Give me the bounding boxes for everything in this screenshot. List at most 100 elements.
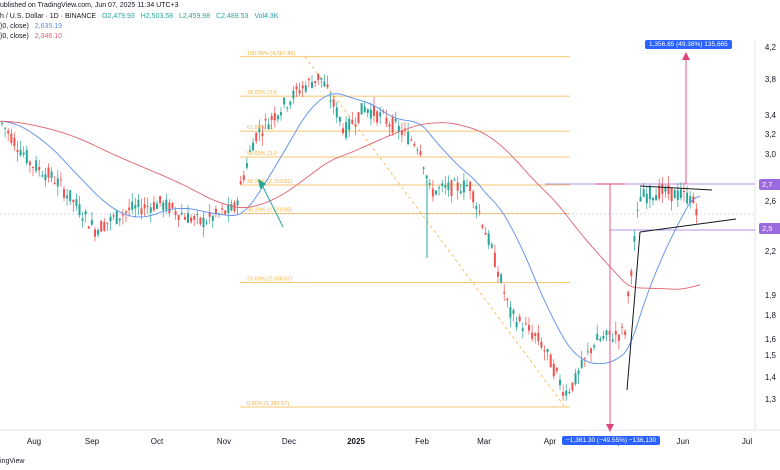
- candle-body: [50, 171, 53, 179]
- candle-body: [208, 211, 211, 217]
- candle-body: [66, 195, 69, 199]
- candle-body: [363, 106, 366, 112]
- candle-body: [559, 379, 561, 386]
- candle-body: [112, 215, 115, 217]
- candle-body: [10, 133, 13, 144]
- candle-body: [450, 180, 453, 197]
- candle-body: [438, 187, 441, 189]
- candle-body: [295, 86, 298, 90]
- ma2-legend[interactable]: )0, close) 2,346.10: [0, 33, 66, 40]
- price-tick-label: 3,0: [764, 150, 776, 159]
- candle-body: [7, 130, 10, 134]
- candle-body: [636, 209, 639, 211]
- candle-body: [258, 128, 261, 133]
- candle-body: [180, 212, 183, 215]
- price-tick-label: 1,4: [764, 373, 776, 382]
- candle-body: [183, 216, 186, 220]
- candle-body: [335, 107, 338, 118]
- candle-body: [224, 210, 227, 215]
- ma2-label: )0, close): [0, 33, 29, 40]
- fib-level-label: 50.00% (3,0: [247, 151, 277, 157]
- candle-body: [475, 206, 478, 210]
- candle-body: [627, 291, 630, 297]
- candle-body: [435, 190, 437, 195]
- candle-body: [407, 131, 410, 145]
- candle-body: [348, 118, 351, 131]
- candle-body: [267, 124, 270, 130]
- candle-body: [19, 149, 22, 156]
- time-tick-label: 2025: [347, 437, 365, 446]
- fib-level-label: 0.00% (1,386.57): [247, 401, 289, 407]
- candle-body: [416, 149, 419, 151]
- candle-body: [168, 202, 171, 214]
- candle-body: [97, 229, 100, 235]
- candle-body: [202, 217, 205, 228]
- candle-body: [81, 218, 84, 221]
- candle-body: [670, 187, 673, 202]
- candle-body: [617, 334, 620, 341]
- candle-body: [366, 109, 369, 113]
- candle-body: [115, 210, 118, 224]
- candle-body: [314, 80, 317, 83]
- candle-body: [84, 211, 87, 215]
- candle-body: [534, 333, 537, 336]
- candle-body: [373, 105, 375, 116]
- candle-body: [664, 186, 667, 192]
- candle-body: [354, 124, 357, 127]
- candle-body: [648, 186, 651, 200]
- candle-body: [487, 233, 490, 245]
- pattern-pole-line: [626, 231, 641, 391]
- candle-body: [602, 335, 605, 339]
- candle-body: [528, 325, 530, 331]
- candle-body: [515, 322, 518, 328]
- candle-body: [13, 137, 16, 146]
- candle-body: [273, 113, 276, 121]
- price-tag-upper: 2,7: [759, 179, 780, 190]
- candle-body: [521, 328, 524, 331]
- candle-body: [125, 211, 127, 214]
- candle-body: [490, 244, 493, 248]
- candle-body: [497, 271, 499, 277]
- ohlc-open: O2,479.93: [102, 13, 135, 20]
- candle-body: [676, 190, 679, 201]
- pattern-upper-line: [639, 185, 713, 191]
- candle-body: [156, 203, 158, 209]
- price-tick-label: 3,8: [764, 75, 776, 84]
- candle-body: [199, 217, 202, 224]
- candle-body: [611, 339, 614, 342]
- candle-body: [118, 218, 121, 221]
- candle-body: [146, 205, 149, 207]
- candle-body: [289, 101, 292, 105]
- candle-body: [159, 196, 162, 204]
- candle-body: [630, 270, 633, 277]
- ma1-legend[interactable]: )0, close) 2,635.19: [0, 23, 66, 30]
- candle-body: [87, 226, 90, 229]
- candle-body: [466, 185, 468, 187]
- candle-body: [44, 174, 47, 181]
- ma-slow-line: [0, 120, 701, 290]
- candle-body: [205, 222, 208, 224]
- candle-body: [673, 190, 676, 199]
- candle-body: [35, 160, 38, 171]
- candle-body: [236, 200, 239, 206]
- candle-body: [304, 85, 307, 92]
- candle-body: [658, 185, 661, 199]
- candle-body: [695, 208, 698, 216]
- price-tick-label: 1,3: [764, 395, 776, 404]
- candle-body: [391, 117, 394, 133]
- fib-level-label: 78.60% (3,6: [247, 90, 277, 96]
- candle-body: [524, 323, 527, 325]
- candle-body: [252, 142, 255, 151]
- candle-body: [388, 124, 391, 127]
- candle-body: [301, 85, 304, 89]
- pattern-lower-line: [639, 218, 737, 233]
- candle-body: [500, 274, 503, 283]
- candle-body: [329, 100, 332, 102]
- candle-body: [621, 326, 623, 328]
- price-tick-label: 1,6: [764, 335, 776, 344]
- ma2-value: 2,346.10: [34, 33, 62, 40]
- candle-body: [444, 184, 447, 188]
- candle-body: [568, 391, 571, 393]
- candle-body: [577, 370, 580, 375]
